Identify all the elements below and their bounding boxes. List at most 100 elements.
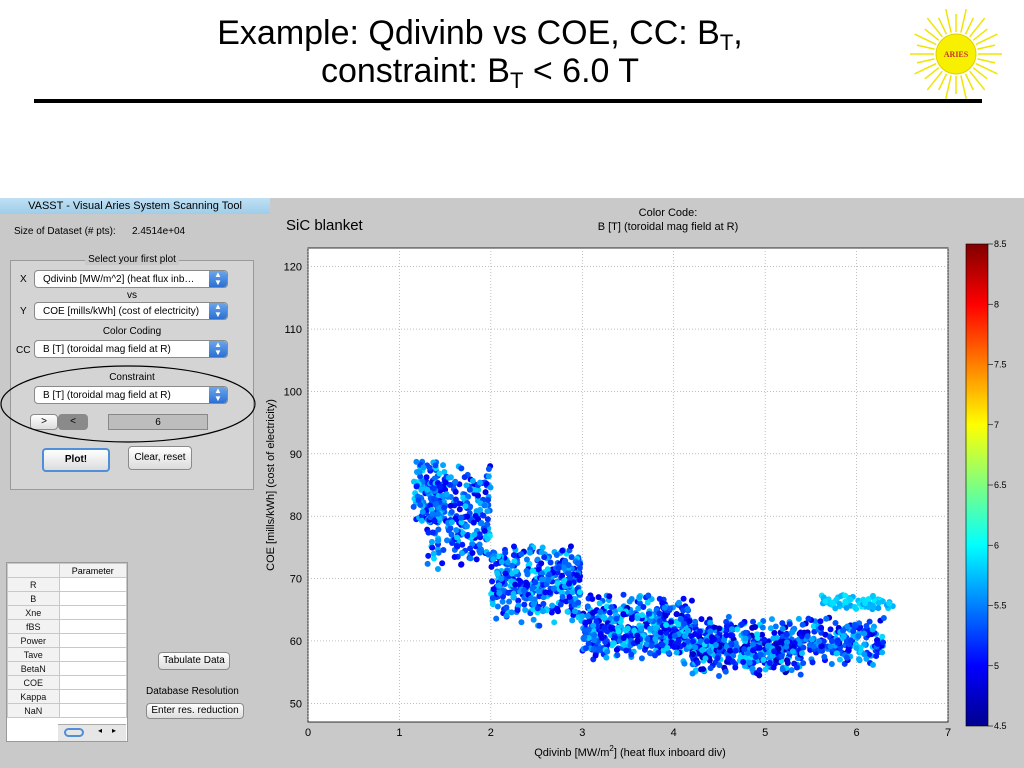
data-point (464, 513, 471, 520)
parameter-value-cell[interactable] (58, 577, 127, 592)
logo-ray (916, 58, 935, 64)
data-point (797, 671, 804, 678)
logo-ray (924, 67, 940, 80)
data-point (740, 659, 747, 666)
data-point (510, 590, 517, 597)
data-point (478, 519, 485, 526)
parameter-row[interactable]: fBS (7, 619, 127, 634)
data-point (818, 624, 825, 631)
parameter-value-cell[interactable] (58, 661, 127, 676)
data-point (635, 605, 642, 612)
data-point (469, 540, 476, 547)
scrollbar-thumb[interactable] (64, 728, 84, 737)
data-point (863, 655, 870, 662)
parameter-row[interactable]: R (7, 577, 127, 592)
parameter-name: COE (7, 675, 60, 690)
data-point (675, 599, 682, 606)
data-point (667, 605, 674, 612)
data-point (615, 628, 622, 635)
data-point (485, 473, 492, 480)
constraint-variable-select[interactable]: B [T] (toroidal mag field at R) ▲ ▼ (34, 386, 228, 404)
parameter-value-cell[interactable] (58, 633, 127, 648)
parameter-value-cell[interactable] (58, 689, 127, 704)
data-point (575, 599, 582, 606)
data-point (759, 631, 766, 638)
parameter-value-cell[interactable] (58, 675, 127, 690)
data-point (447, 525, 454, 532)
data-point (624, 625, 631, 632)
parameter-name: Kappa (7, 689, 60, 704)
parameter-value-cell[interactable] (58, 591, 127, 606)
reduction-button[interactable]: Enter res. reduction (146, 703, 244, 719)
data-point (656, 618, 663, 625)
cc-select-arrows-icon: ▲ ▼ (209, 341, 227, 357)
parameter-row[interactable]: Kappa (7, 689, 127, 704)
parameter-value-cell[interactable] (58, 647, 127, 662)
data-point (821, 653, 828, 660)
data-point (410, 503, 417, 510)
plot-button[interactable]: Plot! (42, 448, 110, 472)
data-point (631, 627, 638, 634)
parameter-row[interactable]: B (7, 591, 127, 606)
data-point (440, 546, 447, 553)
parameter-row[interactable]: COE (7, 675, 127, 690)
parameter-row[interactable]: NaN (7, 703, 127, 718)
x-axis-label: X (20, 274, 27, 285)
greater-than-button[interactable]: > (30, 414, 58, 430)
data-point (428, 538, 435, 545)
data-point (488, 563, 495, 570)
data-point (742, 635, 749, 642)
data-point (818, 643, 825, 650)
data-point (728, 640, 735, 647)
constraint-value-input[interactable]: 6 (108, 414, 208, 430)
parameter-name: B (7, 591, 60, 606)
clear-reset-button[interactable]: Clear, reset (128, 446, 192, 470)
data-point (779, 666, 786, 673)
parameter-row[interactable]: Xne (7, 605, 127, 620)
colorbar-title: Color Code: (639, 207, 698, 219)
x-variable-select[interactable]: Qdivinb [MW/m^2] (heat flux inb… ▲ ▼ (34, 270, 228, 288)
data-point (439, 560, 446, 567)
data-point (880, 639, 887, 646)
data-point (579, 613, 586, 620)
data-point (544, 566, 551, 573)
parameter-value-cell[interactable] (58, 703, 127, 718)
data-point (722, 668, 729, 675)
data-point (806, 642, 813, 649)
data-point (472, 512, 479, 519)
y-variable-value: COE [mills/kWh] (cost of electricity) (43, 306, 200, 317)
y-variable-select[interactable]: COE [mills/kWh] (cost of electricity) ▲ ▼ (34, 302, 228, 320)
data-point (535, 588, 542, 595)
data-point (469, 550, 476, 557)
y-tick-label: 50 (290, 698, 302, 710)
parameter-value-cell[interactable] (58, 619, 127, 634)
tabulate-data-button[interactable]: Tabulate Data (158, 652, 230, 670)
data-point (461, 474, 468, 481)
data-point (673, 649, 680, 656)
data-point (692, 644, 699, 651)
data-point (566, 580, 573, 587)
data-point (424, 560, 431, 567)
data-point (410, 478, 417, 485)
parameter-header: Parameter (58, 563, 127, 578)
data-point (677, 616, 684, 623)
data-point (536, 622, 543, 629)
scroll-right-icon[interactable]: ▸ (112, 726, 117, 735)
data-point (822, 598, 829, 605)
data-point (809, 659, 816, 666)
table-scrollbar[interactable]: ◂ ▸ (58, 724, 126, 741)
data-point (843, 654, 850, 661)
scroll-left-icon[interactable]: ◂ (98, 726, 103, 735)
vasst-window: VASST - Visual Aries System Scanning Too… (0, 198, 1024, 768)
parameter-row[interactable]: Tave (7, 647, 127, 662)
constraint-variable-value: B [T] (toroidal mag field at R) (43, 390, 171, 401)
data-point (875, 605, 882, 612)
less-than-button[interactable]: < (58, 414, 88, 430)
data-point (584, 603, 591, 610)
parameter-row[interactable]: BetaN (7, 661, 127, 676)
color-coding-select[interactable]: B [T] (toroidal mag field at R) ▲ ▼ (34, 340, 228, 358)
parameter-row[interactable]: Power (7, 633, 127, 648)
data-point (471, 531, 478, 538)
data-point (759, 624, 766, 631)
parameter-value-cell[interactable] (58, 605, 127, 620)
